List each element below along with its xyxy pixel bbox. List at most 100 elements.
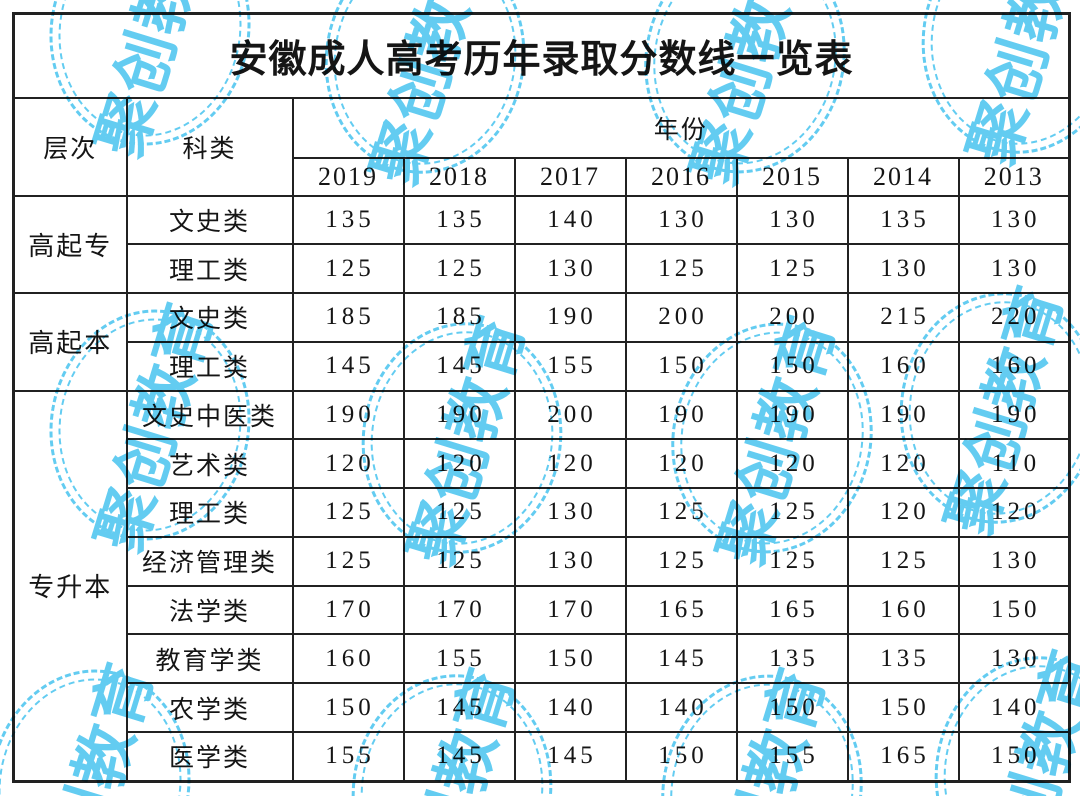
score-cell: 120 xyxy=(957,487,1071,538)
score-cell: 130 xyxy=(846,243,960,295)
table-row: 经济管理类 125 125 130 125 125 125 130 xyxy=(14,535,1071,587)
column-header-category: 科类 xyxy=(125,96,294,197)
score-cell: 140 xyxy=(513,682,627,733)
score-cell: 190 xyxy=(846,389,960,441)
category-cell: 文史类 xyxy=(125,194,294,246)
score-cell: 190 xyxy=(957,389,1071,441)
score-cell: 125 xyxy=(624,243,738,295)
score-cell: 120 xyxy=(513,438,627,490)
score-cell: 145 xyxy=(624,633,738,685)
score-cell: 200 xyxy=(735,292,849,343)
score-cell: 125 xyxy=(846,535,960,587)
score-cell: 120 xyxy=(291,438,405,490)
table-row: 农学类 150 145 140 140 150 150 140 xyxy=(14,682,1071,733)
score-cell: 125 xyxy=(624,535,738,587)
score-cell: 160 xyxy=(291,633,405,685)
score-cell: 130 xyxy=(957,194,1071,246)
score-cell: 145 xyxy=(402,340,516,392)
score-cell: 155 xyxy=(735,730,849,783)
year-header-cell: 2015 xyxy=(735,156,849,197)
category-cell: 法学类 xyxy=(125,584,294,636)
score-cell: 125 xyxy=(624,487,738,538)
score-cell: 135 xyxy=(402,194,516,246)
year-header-cell: 2019 xyxy=(291,156,405,197)
table-row: 高起专 文史类 135 135 140 130 130 135 130 xyxy=(12,194,1071,295)
category-cell: 文史类 xyxy=(125,292,294,343)
score-cell: 125 xyxy=(735,535,849,587)
level-cell: 高起专 xyxy=(12,194,128,295)
category-cell: 艺术类 xyxy=(125,438,294,490)
year-header-cell: 2018 xyxy=(402,156,516,197)
table-row: 理工类 125 125 130 125 125 120 120 xyxy=(14,487,1071,538)
score-cell: 160 xyxy=(846,584,960,636)
category-cell: 医学类 xyxy=(125,730,294,783)
table-row: 专升本 文史中医类 190 190 200 190 190 190 190 xyxy=(12,389,1071,783)
score-cell: 165 xyxy=(735,584,849,636)
score-cell: 130 xyxy=(957,633,1071,685)
table-row: 理工类 145 145 155 150 150 160 160 xyxy=(14,340,1071,392)
score-cell: 110 xyxy=(957,438,1071,490)
level-cell: 高起本 xyxy=(12,292,128,392)
score-cell: 160 xyxy=(846,340,960,392)
level-cell: 专升本 xyxy=(12,389,128,783)
table-row: 理工类 125 125 130 125 125 130 130 xyxy=(14,243,1071,295)
score-cell: 130 xyxy=(957,535,1071,587)
table-row: 高起本 文史类 185 185 190 200 200 215 220 xyxy=(12,292,1071,392)
score-cell: 190 xyxy=(291,389,405,441)
score-cell: 215 xyxy=(846,292,960,343)
score-cell: 150 xyxy=(624,730,738,783)
score-cell: 155 xyxy=(291,730,405,783)
score-cell: 150 xyxy=(735,340,849,392)
score-cell: 130 xyxy=(513,487,627,538)
score-cell: 120 xyxy=(402,438,516,490)
category-cell: 文史中医类 xyxy=(125,389,294,441)
score-cell: 190 xyxy=(624,389,738,441)
score-cell: 185 xyxy=(291,292,405,343)
score-cell: 150 xyxy=(957,730,1071,783)
score-cell: 190 xyxy=(402,389,516,441)
score-cell: 130 xyxy=(957,243,1071,295)
score-cell: 125 xyxy=(291,535,405,587)
year-header-cell: 2014 xyxy=(846,156,960,197)
score-cell: 150 xyxy=(735,682,849,733)
score-cell: 190 xyxy=(513,292,627,343)
header-row-years: 2019 2018 2017 2016 2015 2014 2013 xyxy=(14,156,1071,197)
score-cell: 165 xyxy=(846,730,960,783)
category-cell: 理工类 xyxy=(125,487,294,538)
score-cell: 150 xyxy=(846,682,960,733)
score-cell: 145 xyxy=(513,730,627,783)
score-cell: 130 xyxy=(513,535,627,587)
score-cell: 150 xyxy=(624,340,738,392)
score-cell: 120 xyxy=(624,438,738,490)
category-cell: 教育学类 xyxy=(125,633,294,685)
score-cell: 145 xyxy=(291,340,405,392)
score-cell: 150 xyxy=(513,633,627,685)
score-cell: 135 xyxy=(846,633,960,685)
score-cell: 130 xyxy=(735,194,849,246)
score-cell: 130 xyxy=(624,194,738,246)
score-cell: 160 xyxy=(957,340,1071,392)
column-header-level: 层次 xyxy=(12,96,128,197)
score-cell: 140 xyxy=(513,194,627,246)
score-cell: 130 xyxy=(513,243,627,295)
score-cell: 165 xyxy=(624,584,738,636)
score-cell: 145 xyxy=(402,730,516,783)
score-cell: 155 xyxy=(402,633,516,685)
category-cell: 农学类 xyxy=(125,682,294,733)
header-row-1: 层次 科类 年份 xyxy=(12,96,1071,197)
score-cell: 170 xyxy=(402,584,516,636)
table-title: 安徽成人高考历年录取分数线一览表 xyxy=(12,12,1071,99)
score-cell: 150 xyxy=(957,584,1071,636)
score-cell: 190 xyxy=(735,389,849,441)
score-cell: 120 xyxy=(846,487,960,538)
score-cell: 155 xyxy=(513,340,627,392)
table-row: 医学类 155 145 145 150 155 165 150 xyxy=(14,730,1071,783)
column-header-year: 年份 xyxy=(291,96,1071,159)
category-cell: 经济管理类 xyxy=(125,535,294,587)
title-row: 安徽成人高考历年录取分数线一览表 xyxy=(12,12,1071,99)
score-cell: 200 xyxy=(513,389,627,441)
year-header-cell: 2017 xyxy=(513,156,627,197)
score-cell: 145 xyxy=(402,682,516,733)
score-cell: 125 xyxy=(402,487,516,538)
